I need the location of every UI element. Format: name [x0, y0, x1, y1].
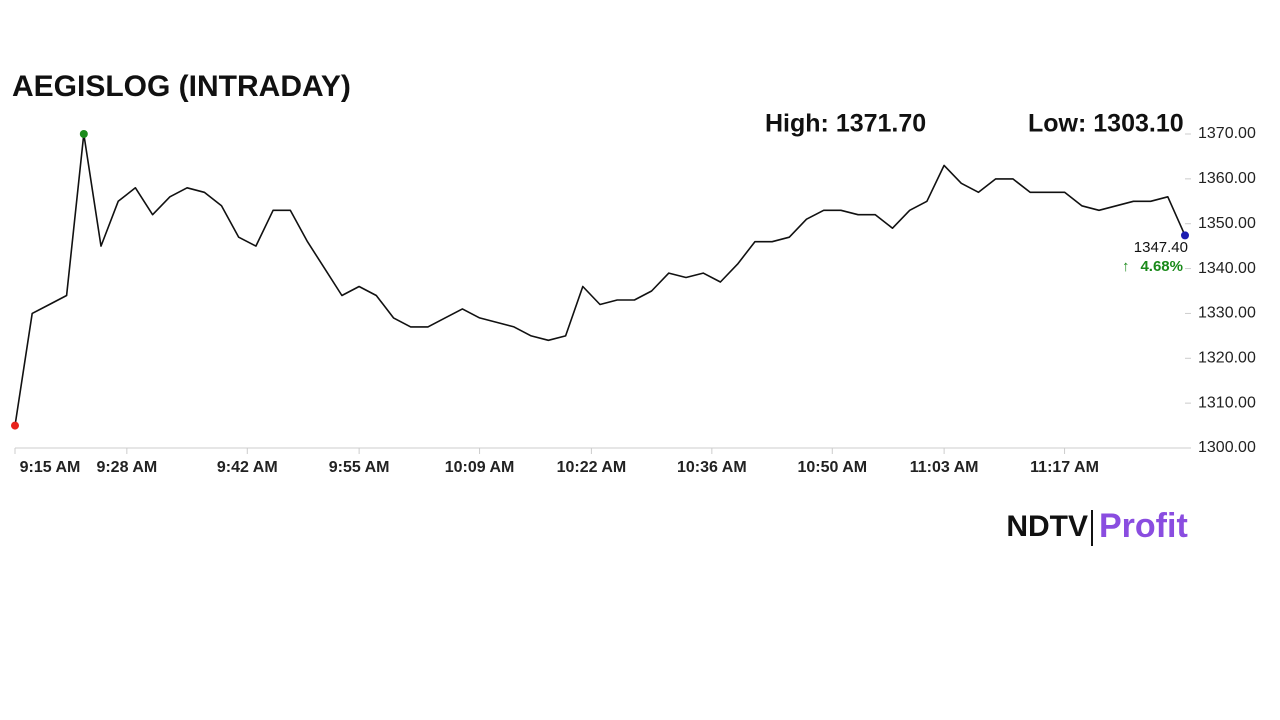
- x-tick-label: 11:17 AM: [1030, 459, 1099, 476]
- x-tick-label: 9:15 AM: [20, 459, 81, 476]
- x-tick-label: 10:09 AM: [445, 459, 515, 476]
- high-label: High: 1371.70: [765, 110, 926, 138]
- y-tick-label: 1300.00: [1198, 439, 1256, 456]
- y-tick-label: 1310.00: [1198, 394, 1256, 411]
- x-tick-label: 10:50 AM: [797, 459, 867, 476]
- y-tick-label: 1330.00: [1198, 305, 1256, 322]
- x-tick-label: 9:28 AM: [96, 459, 157, 476]
- change-arrow: ↑: [1122, 258, 1130, 275]
- low-marker: [11, 421, 19, 430]
- y-tick-label: 1360.00: [1198, 170, 1256, 187]
- x-tick-label: 10:22 AM: [557, 459, 627, 476]
- y-tick-label: 1370.00: [1198, 125, 1256, 142]
- change-label: 4.68%: [1140, 258, 1183, 275]
- logo-profit: Profit: [1099, 507, 1188, 545]
- x-tick-label: 10:36 AM: [677, 459, 747, 476]
- x-tick-label: 9:55 AM: [329, 459, 390, 476]
- last-price: 1347.40: [1134, 239, 1188, 256]
- logo-ndtv: NDTV: [1006, 510, 1088, 543]
- y-tick-label: 1340.00: [1198, 260, 1256, 277]
- high-marker: [79, 130, 88, 138]
- x-tick-label: 11:03 AM: [910, 459, 979, 476]
- chart-title: AEGISLOG (INTRADAY): [12, 70, 351, 103]
- y-tick-label: 1320.00: [1198, 350, 1256, 367]
- y-tick-label: 1350.00: [1198, 215, 1256, 232]
- low-label: Low: 1303.10: [1028, 110, 1184, 138]
- last-marker: [1181, 231, 1189, 240]
- x-tick-label: 9:42 AM: [217, 459, 278, 476]
- price-line: [14, 133, 1186, 426]
